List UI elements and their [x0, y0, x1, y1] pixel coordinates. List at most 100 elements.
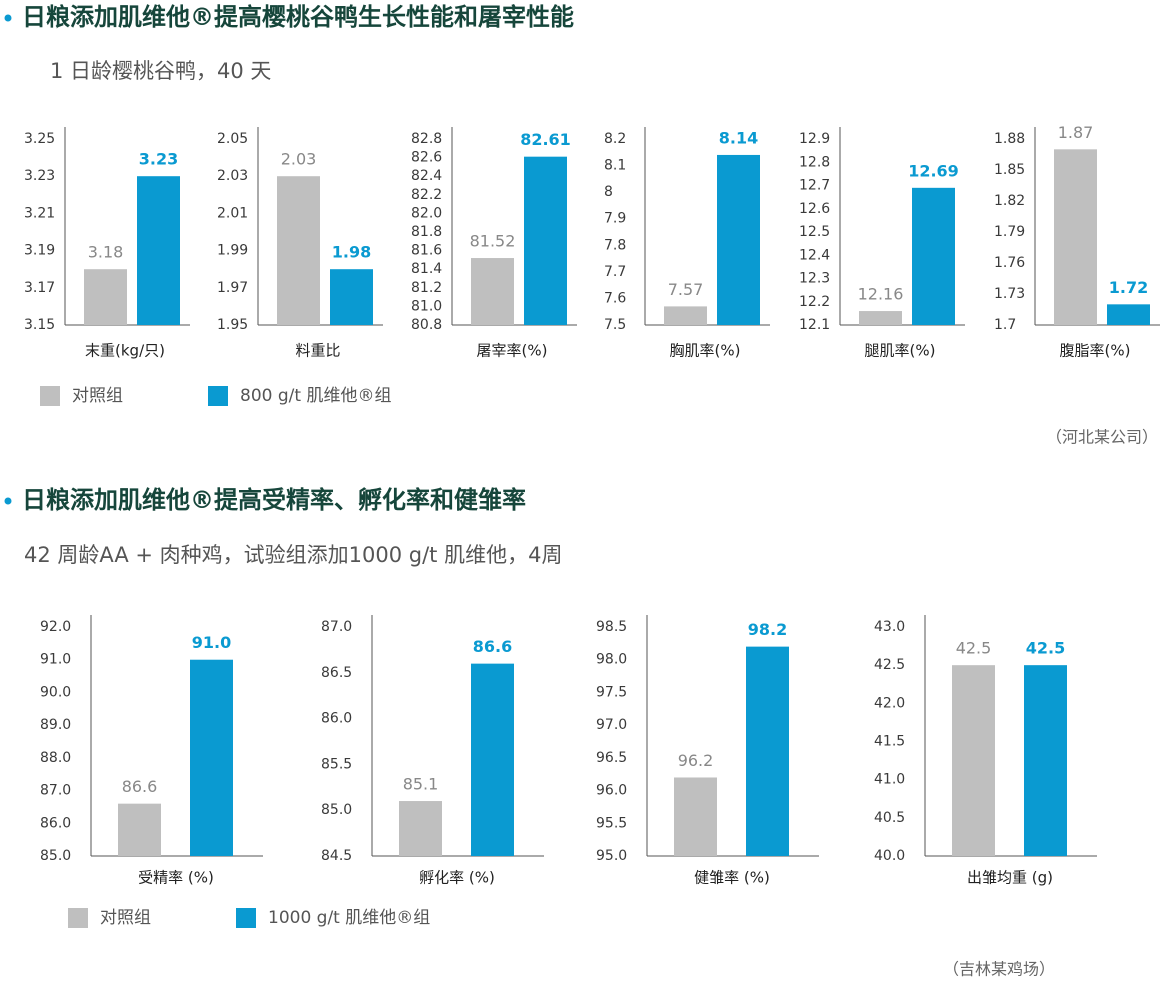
legend-label: 对照组 — [100, 908, 151, 928]
legend-swatch — [208, 386, 228, 406]
y-tick-label: 7.8 — [604, 237, 626, 253]
y-tick-label: 3.23 — [24, 168, 55, 184]
y-tick-label: 3.15 — [24, 317, 55, 333]
y-tick-label: 91.0 — [40, 652, 71, 668]
legend-swatch — [68, 908, 88, 928]
section-subtitle: 1 日龄樱桃谷鸭，40 天 — [50, 59, 271, 83]
bar — [137, 176, 180, 325]
y-tick-label: 2.03 — [217, 168, 248, 184]
y-tick-label: 86.0 — [321, 711, 352, 727]
y-tick-label: 2.01 — [217, 205, 248, 221]
y-tick-label: 84.5 — [321, 848, 352, 864]
source: （河北某公司） — [1046, 428, 1158, 447]
y-tick-label: 8 — [604, 184, 613, 200]
y-tick-label: 80.8 — [411, 317, 442, 333]
x-axis-label: 胸肌率(%) — [670, 342, 741, 360]
y-tick-label: 1.88 — [994, 131, 1025, 147]
y-tick-label: 82.8 — [411, 131, 442, 147]
y-tick-label: 81.6 — [411, 243, 442, 259]
bar — [717, 154, 760, 325]
y-tick-label: 3.21 — [24, 205, 55, 221]
value-label: 82.61 — [520, 130, 571, 149]
y-tick-label: 1.76 — [994, 255, 1025, 271]
bar — [1107, 304, 1150, 325]
legend-label: 1000 g/t 肌维他®组 — [268, 908, 430, 928]
y-tick-label: 85.0 — [321, 802, 352, 818]
bar — [1054, 149, 1097, 325]
value-label: 42.5 — [956, 639, 992, 658]
bar — [277, 176, 320, 325]
bar — [664, 306, 707, 325]
y-tick-label: 86.0 — [40, 815, 71, 831]
y-tick-label: 87.0 — [40, 783, 71, 799]
y-tick-label: 97.5 — [596, 684, 627, 700]
section-title: 日粮添加肌维他®提高樱桃谷鸭生长性能和屠宰性能 — [22, 3, 574, 31]
y-tick-label: 40.0 — [874, 848, 905, 864]
y-tick-label: 88.0 — [40, 750, 71, 766]
y-tick-label: 81.8 — [411, 224, 442, 240]
y-tick-label: 92.0 — [40, 619, 71, 635]
bar — [471, 663, 514, 856]
x-axis-label: 受精率 (%) — [138, 869, 214, 887]
y-tick-label: 12.4 — [799, 247, 830, 263]
y-tick-label: 43.0 — [874, 619, 905, 635]
value-label: 8.14 — [719, 128, 758, 147]
section-title: 日粮添加肌维他®提高受精率、孵化率和健雏率 — [22, 486, 526, 514]
value-label: 2.03 — [281, 150, 317, 169]
y-tick-label: 12.1 — [799, 317, 830, 333]
y-tick-label: 3.19 — [24, 243, 55, 259]
bar — [952, 665, 995, 856]
y-tick-label: 3.17 — [24, 280, 55, 296]
y-tick-label: 12.7 — [799, 178, 830, 194]
y-tick-label: 2.05 — [217, 131, 248, 147]
value-label: 42.5 — [1026, 639, 1065, 658]
y-tick-label: 7.5 — [604, 317, 626, 333]
legend-label: 对照组 — [72, 386, 123, 406]
value-label: 81.52 — [470, 232, 516, 251]
y-tick-label: 81.4 — [411, 261, 442, 277]
y-tick-label: 1.95 — [217, 317, 248, 333]
bar — [471, 258, 514, 325]
value-label: 3.18 — [88, 243, 124, 262]
x-axis-label: 末重(kg/只) — [85, 342, 165, 360]
x-axis-label: 腿肌率(%) — [865, 342, 936, 360]
x-axis-label: 腹脂率(%) — [1060, 342, 1131, 360]
y-tick-label: 87.0 — [321, 619, 352, 635]
y-tick-label: 12.9 — [799, 131, 830, 147]
y-tick-label: 85.0 — [40, 848, 71, 864]
y-tick-label: 1.7 — [994, 317, 1016, 333]
y-tick-label: 1.85 — [994, 162, 1025, 178]
bar — [399, 801, 442, 856]
y-tick-label: 1.79 — [994, 224, 1025, 240]
y-tick-label: 95.0 — [596, 848, 627, 864]
y-tick-label: 85.5 — [321, 756, 352, 772]
y-tick-label: 42.5 — [874, 657, 905, 673]
y-tick-label: 12.6 — [799, 201, 830, 217]
bullet — [4, 14, 12, 22]
value-label: 1.98 — [332, 243, 371, 262]
y-tick-label: 1.82 — [994, 193, 1025, 209]
bar — [84, 269, 127, 325]
bar — [118, 803, 161, 856]
y-tick-label: 1.73 — [994, 286, 1025, 302]
x-axis-label: 出雏均重 (g) — [967, 869, 1053, 887]
value-label: 3.23 — [139, 150, 178, 169]
y-tick-label: 12.3 — [799, 271, 830, 287]
y-tick-label: 1.99 — [217, 243, 248, 259]
y-tick-label: 8.2 — [604, 131, 626, 147]
value-label: 86.6 — [473, 637, 512, 656]
y-tick-label: 81.2 — [411, 280, 442, 296]
y-tick-label: 82.2 — [411, 187, 442, 203]
value-label: 96.2 — [678, 751, 714, 770]
bullet — [4, 497, 12, 505]
y-tick-label: 12.8 — [799, 154, 830, 170]
y-tick-label: 89.0 — [40, 717, 71, 733]
x-axis-label: 屠宰率(%) — [477, 342, 548, 360]
y-tick-label: 90.0 — [40, 684, 71, 700]
legend-label: 800 g/t 肌维他®组 — [240, 386, 391, 406]
y-tick-label: 81.0 — [411, 298, 442, 314]
y-tick-label: 82.6 — [411, 150, 442, 166]
y-tick-label: 8.1 — [604, 158, 626, 174]
y-tick-label: 42.0 — [874, 695, 905, 711]
